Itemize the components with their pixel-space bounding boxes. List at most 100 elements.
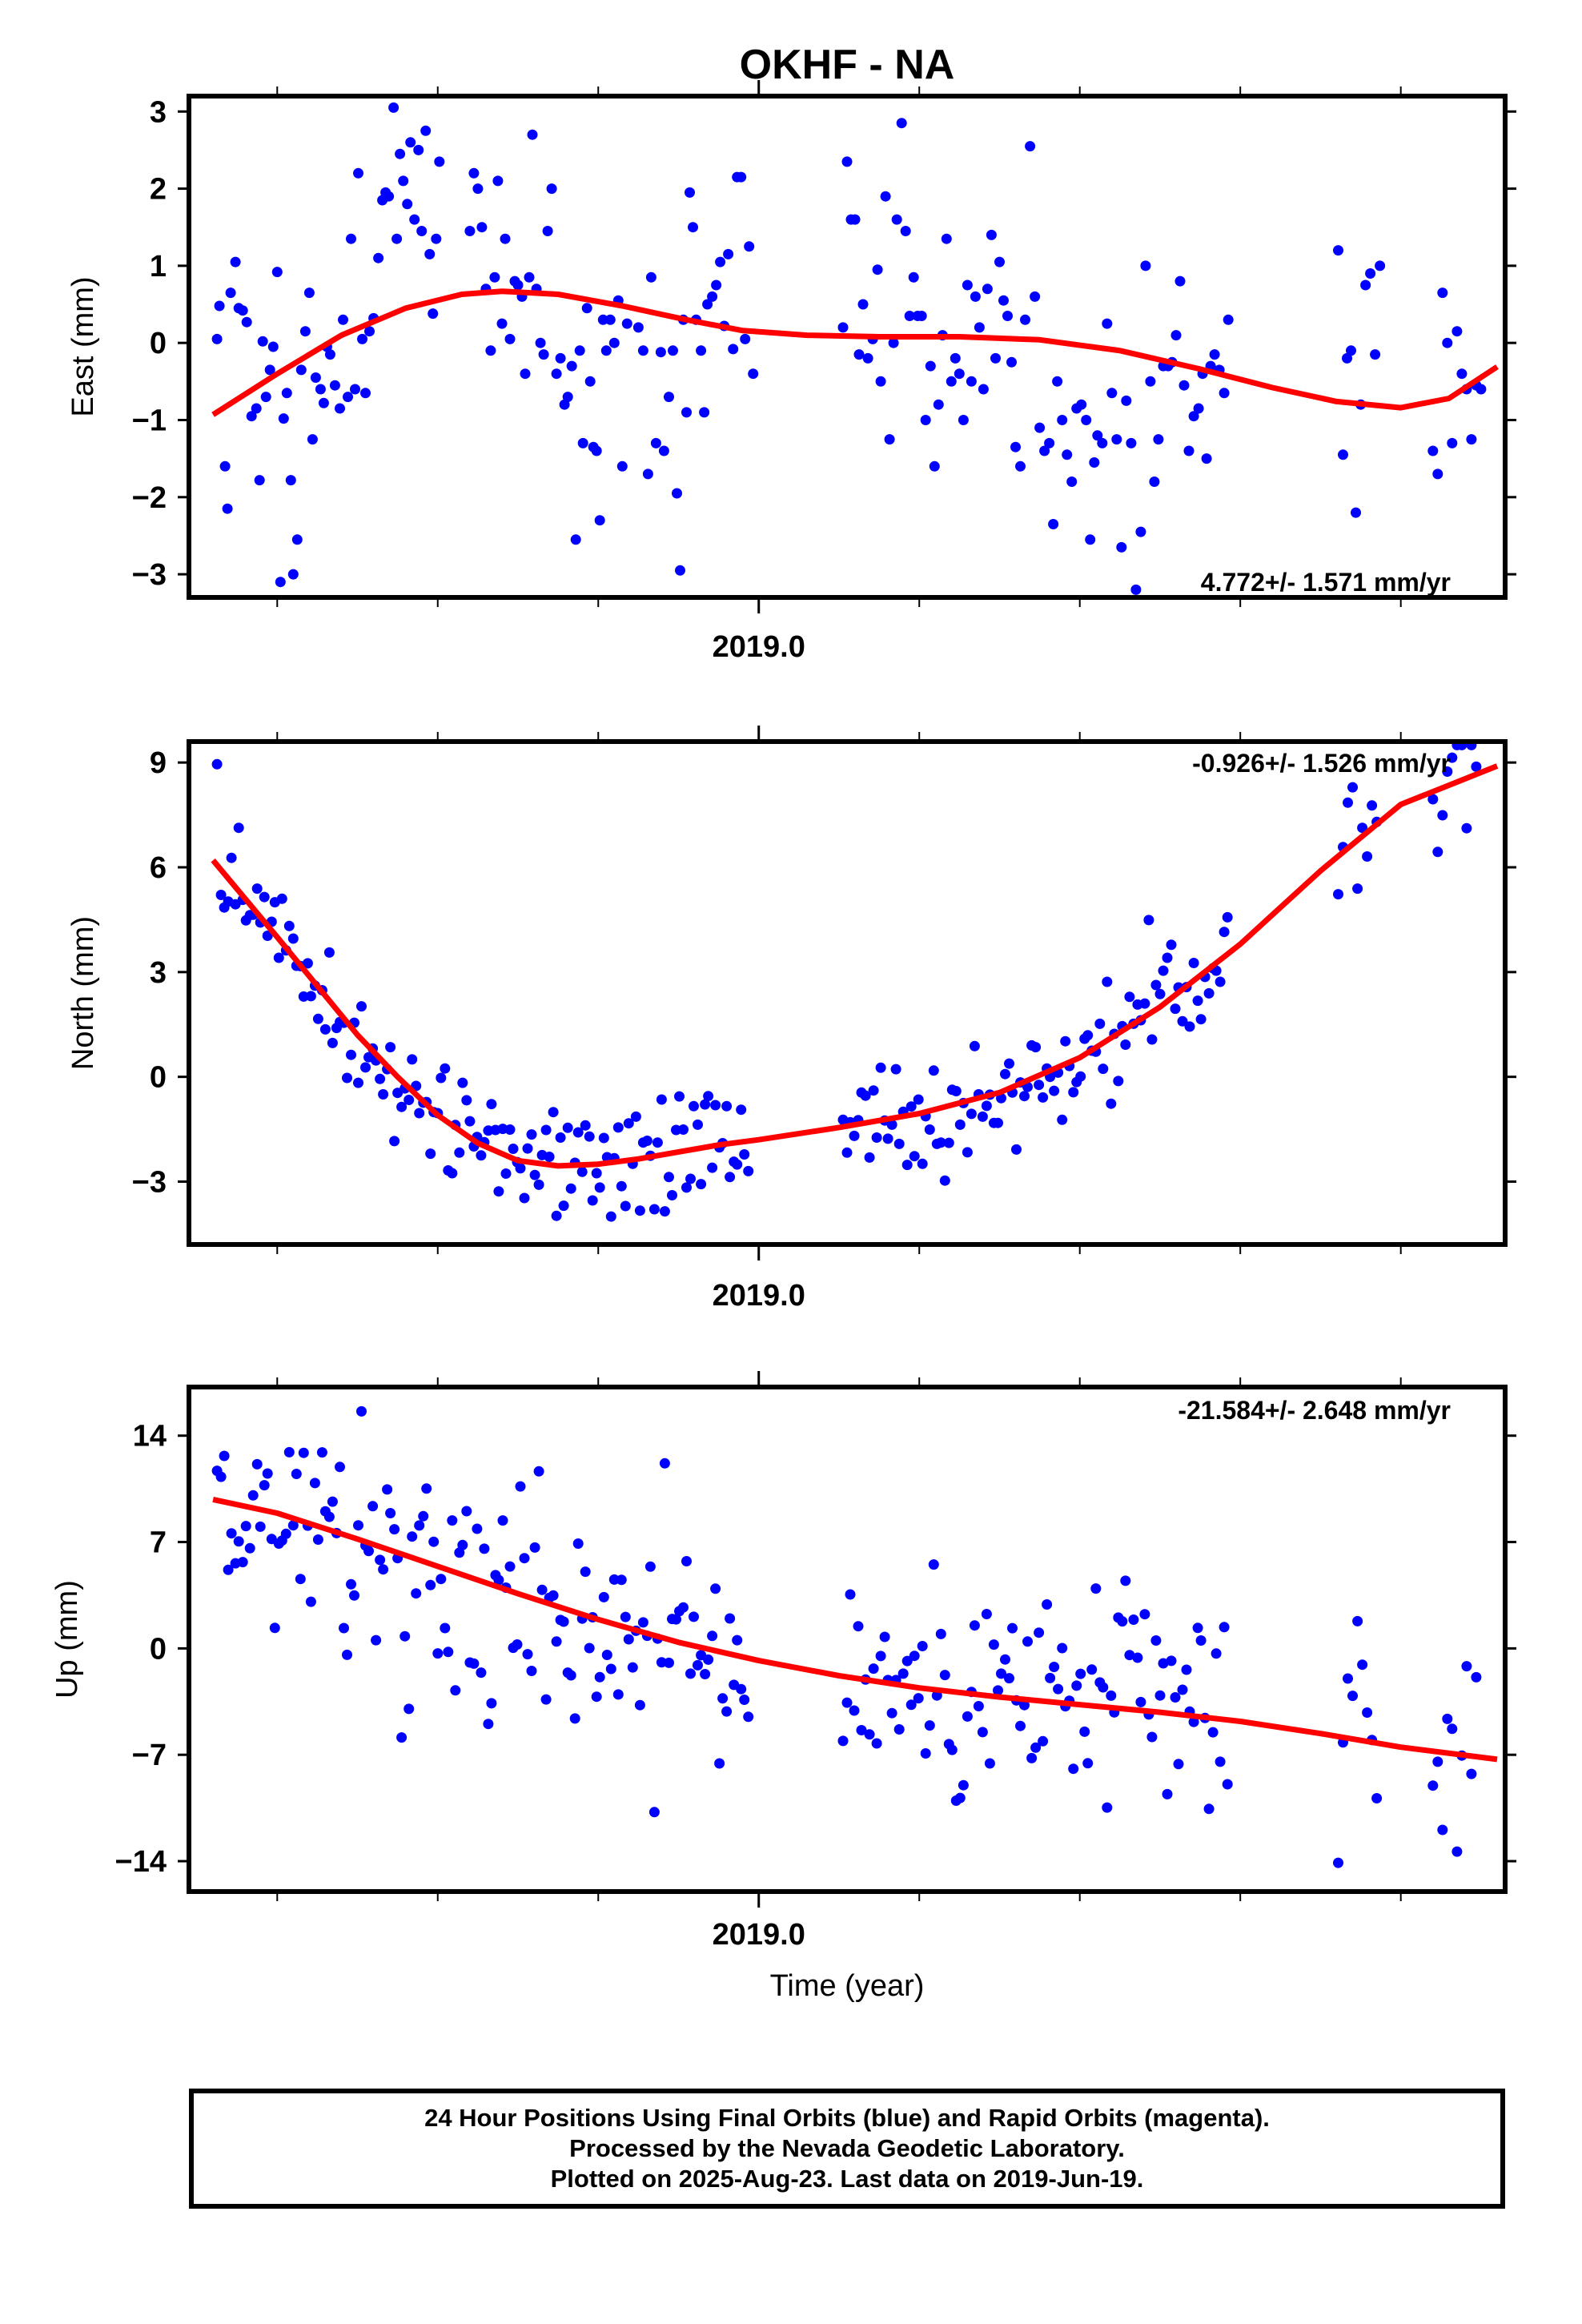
data-point [707,291,718,302]
trend-fit-line [212,1496,1498,1763]
data-point [943,1137,954,1148]
data-point [1079,1726,1090,1737]
data-point [291,534,303,545]
data-point [920,1748,931,1759]
data-point [630,1111,641,1122]
data-point [860,1090,871,1101]
y-tick-label: 0 [150,327,167,360]
data-point [527,129,538,140]
data-point [993,1685,1003,1696]
data-point [1357,822,1368,834]
data-point [1039,445,1050,456]
data-point [909,1151,920,1162]
data-point [259,1480,270,1491]
data-point [262,931,273,941]
data-point [659,1458,670,1469]
data-point [280,1528,291,1539]
data-point [954,1119,966,1130]
data-point [591,445,602,456]
data-point [461,1095,472,1106]
data-point [908,271,919,283]
data-point [405,137,416,148]
data-point [1437,810,1448,821]
data-point [385,1508,396,1518]
data-point [572,1127,584,1138]
data-point [1057,1642,1068,1654]
data-point [909,1651,920,1662]
data-point [714,1758,725,1769]
data-point [273,952,284,963]
data-point [685,1668,696,1679]
data-point [1375,260,1386,271]
data-point [689,1611,699,1622]
data-point [440,1063,451,1074]
data-point [935,1628,946,1639]
data-point [551,368,562,380]
data-point [1461,822,1472,834]
data-point [587,1195,598,1206]
data-point [1432,1756,1443,1767]
data-point [886,1119,897,1130]
data-point [240,1521,251,1532]
data-point [875,1651,886,1662]
data-point [917,1641,928,1651]
data-point [504,333,516,344]
data-point [616,1180,627,1192]
data-point [391,233,403,244]
data-point [1007,1622,1018,1634]
data-point [533,1179,544,1190]
data-point [1166,1655,1177,1667]
data-point [715,256,726,267]
data-point [916,311,927,321]
data-point [925,360,936,372]
data-point [464,1116,476,1127]
y-axis-label: North (mm) [66,916,100,1070]
data-point [414,1108,425,1119]
data-point [1128,1614,1139,1625]
data-point [1015,1720,1026,1731]
data-point [319,1023,331,1035]
data-point [420,125,432,136]
data-point [725,1613,736,1624]
velocity-rate-label: 4.772+/- 1.571 mm/yr [1201,568,1451,597]
data-point [904,311,915,321]
data-point [519,1553,530,1564]
data-point [901,1160,913,1171]
data-point [707,1630,718,1642]
data-point [1057,1114,1068,1125]
data-point [404,1095,415,1105]
data-point [612,1122,624,1133]
data-point [648,1807,660,1818]
data-point [1106,1690,1117,1701]
data-point [440,1622,451,1634]
data-point [400,1630,411,1642]
data-point [875,1062,886,1073]
data-point [1352,1615,1363,1626]
data-point [969,1040,980,1051]
data-point [385,1042,396,1053]
data-point [897,1668,909,1679]
plot-frame [187,94,1508,600]
y-tick-label: −2 [132,481,167,515]
data-point [988,1639,999,1651]
y-tick-label: 1 [150,250,167,283]
data-point [974,322,985,333]
data-point [315,384,326,395]
data-point [307,434,318,445]
data-point [1044,437,1055,448]
data-point [472,1523,483,1534]
data-point [1158,965,1169,976]
data-point [685,187,695,198]
data-point [591,1691,602,1703]
data-point [721,1706,733,1717]
data-point [327,1496,338,1507]
data-point [389,1136,400,1147]
data-point [1015,460,1026,472]
data-point [962,279,973,291]
data-point [1347,1691,1358,1702]
data-point [1362,1707,1373,1718]
data-point [577,437,588,448]
data-point [312,1534,323,1545]
data-point [1188,1716,1199,1727]
data-point [620,1200,631,1212]
